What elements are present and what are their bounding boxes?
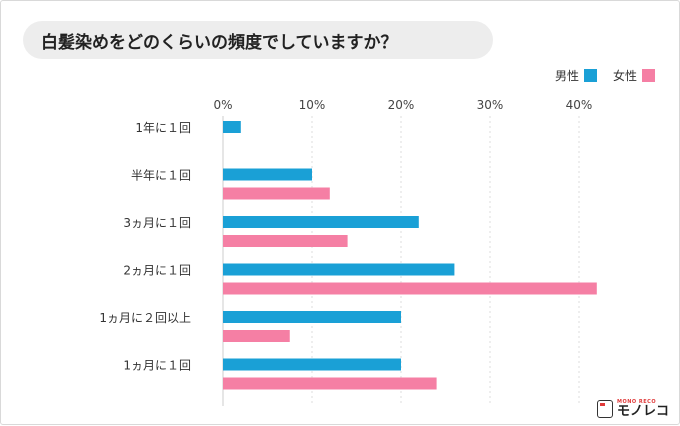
bar-female (223, 330, 290, 342)
x-tick-label: 30% (477, 98, 504, 112)
category-label: 1ヵ月に２回以上 (99, 311, 191, 325)
category-label: 半年に１回 (131, 169, 191, 183)
logo-sub: MONO RECO (616, 399, 657, 405)
bar-male (223, 263, 455, 276)
category-label: 3ヵ月に１回 (123, 216, 191, 230)
category-label: 2ヵ月に１回 (123, 264, 191, 278)
x-tick-label: 20% (388, 98, 415, 112)
bar-female (223, 377, 437, 390)
bar-male (223, 121, 241, 133)
legend-item-male: 男性 (555, 67, 597, 84)
legend-item-female: 女性 (613, 67, 655, 84)
category-label: 1ヵ月に１回 (123, 359, 191, 373)
logo-icon (596, 400, 613, 418)
x-tick-label: 40% (566, 98, 593, 112)
category-label: 1年に１回 (135, 121, 191, 135)
chart-title: 白髪染めをどのくらいの頻度でしていますか？ (23, 21, 493, 59)
legend-swatch-female (642, 69, 655, 82)
bar-male (223, 311, 401, 323)
bar-male (223, 168, 312, 181)
bar-female (223, 282, 597, 295)
bar-male (223, 358, 401, 371)
legend-swatch-male (583, 69, 597, 82)
bar-female (223, 187, 330, 200)
x-tick-label: 10% (299, 98, 326, 112)
logo-main: モノレコ (616, 404, 669, 419)
logo: MONO RECO モノレコ (596, 399, 669, 419)
x-tick-label: 0% (213, 98, 232, 112)
legend-label-female: 女性 (612, 69, 637, 83)
legend-label-male: 男性 (554, 69, 579, 83)
bar-male (223, 216, 419, 228)
bar-female (223, 235, 348, 247)
legend: 男性 女性 (545, 67, 655, 84)
